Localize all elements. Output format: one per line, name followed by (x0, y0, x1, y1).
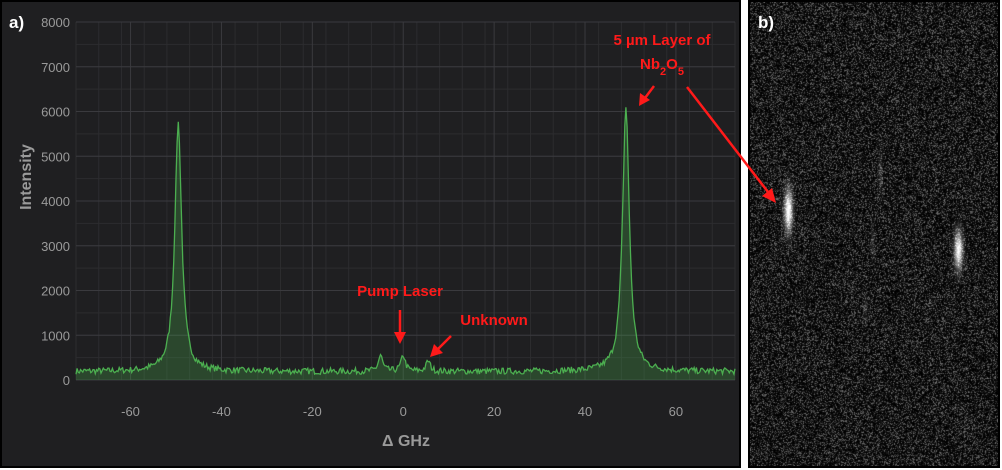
spectrum-chart: -60 -40 -20 0 20 40 60 0 1000 2000 3000 4000 5000 600… (9, 13, 736, 450)
y-tick-label: 3000 (41, 239, 70, 254)
y-tick-label: 4000 (41, 194, 70, 209)
y-tick-label: 8000 (41, 15, 70, 30)
annotation-unknown: Unknown (460, 312, 528, 329)
panel-a-tag: a) (9, 13, 24, 32)
y-tick-label: 6000 (41, 105, 70, 120)
y-tick-label: 1000 (41, 328, 70, 343)
annotation-layer-line2: Nb2O5 (640, 56, 684, 78)
y-axis-label: Intensity (18, 144, 35, 210)
x-tick-label: 0 (400, 404, 407, 419)
spectrum-line (75, 107, 736, 377)
panel-b-overlay: b) (758, 13, 774, 32)
y-tick-label: 5000 (41, 149, 70, 164)
annotation-layer-line1: 5 µm Layer of (613, 32, 711, 49)
y-tick-label: 2000 (41, 284, 70, 299)
y-tick-label: 7000 (41, 60, 70, 75)
arrow-pump-laser (394, 310, 406, 344)
spectrum-panel: -60 -40 -20 0 20 40 60 0 1000 2000 3000 4000 5000 600… (0, 0, 741, 468)
x-tick-label: -40 (212, 404, 231, 419)
x-tick-label: 60 (669, 404, 683, 419)
camera-image (750, 2, 998, 466)
camera-image-panel: b) (748, 0, 1000, 468)
x-axis-label: Δ GHz (382, 433, 430, 450)
arrow-unknown (430, 335, 452, 357)
annotation-pump-laser: Pump Laser (357, 283, 443, 300)
x-tick-label: -60 (121, 404, 140, 419)
x-tick-label: 20 (487, 404, 501, 419)
arrow-peak-right (639, 85, 655, 106)
panel-b-tag: b) (758, 13, 774, 32)
x-tick-label: 40 (578, 404, 592, 419)
y-tick-label: 0 (63, 373, 70, 388)
x-tick-label: -20 (303, 404, 322, 419)
